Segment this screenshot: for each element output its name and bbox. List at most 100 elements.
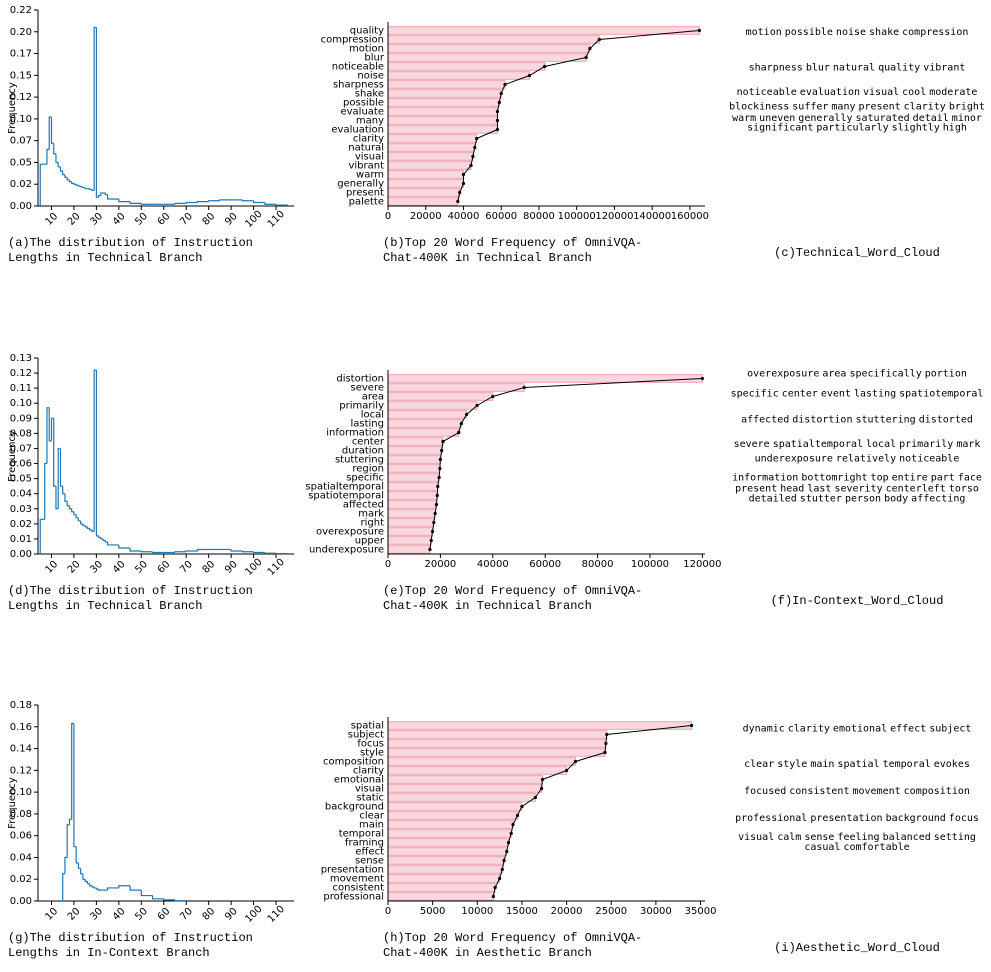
cloud-word: torso	[949, 484, 979, 495]
y-tick-label: 0.07	[10, 443, 32, 454]
cloud-word: primarily	[899, 439, 953, 450]
histogram-step	[91, 529, 95, 532]
cloud-word: presentation	[810, 813, 882, 824]
category-label: generally	[337, 179, 384, 190]
cloud-word: movement	[852, 786, 900, 797]
category-label: consistent	[333, 883, 385, 894]
cloud-word: entire	[892, 472, 928, 483]
bar-end-dot	[584, 55, 588, 60]
category-label: natural	[348, 143, 384, 154]
histogram-step	[57, 447, 61, 509]
bar	[387, 482, 439, 491]
category-label: warm	[356, 170, 384, 181]
histogram-step	[129, 547, 142, 552]
cloud-word: noticeable	[737, 87, 797, 98]
bar	[387, 811, 518, 820]
x-tick-label: 120000	[683, 559, 721, 570]
bar	[387, 473, 440, 482]
x-tick-label: 90	[223, 559, 240, 576]
bar	[387, 775, 543, 784]
cloud-word: spatial	[837, 759, 879, 770]
category-label: composition	[323, 757, 384, 768]
histogram-step	[62, 486, 65, 495]
cloud-word: distortion	[792, 415, 852, 426]
cloud-word: dynamic	[743, 724, 785, 735]
bar	[387, 455, 441, 464]
histogram-step	[77, 185, 81, 187]
histogram-step	[89, 188, 92, 191]
histogram-step	[68, 818, 72, 825]
bar	[387, 491, 438, 500]
category-label: visual	[355, 784, 384, 795]
bar-end-dot	[438, 466, 442, 471]
bar	[387, 53, 587, 62]
bar	[387, 107, 498, 116]
bar	[387, 428, 460, 437]
histogram-step	[44, 462, 47, 520]
cloud-word: temporal	[883, 759, 931, 770]
bar	[387, 143, 476, 152]
cloud-word: body	[884, 493, 908, 504]
histogram-step	[95, 370, 99, 537]
cloud-word: suffer	[792, 102, 828, 113]
histogram-step	[107, 887, 119, 891]
category-label: information	[326, 428, 384, 439]
cloud-word: casual	[804, 842, 840, 853]
bar	[387, 820, 514, 829]
category-label: blur	[364, 53, 384, 64]
bar	[387, 44, 591, 53]
caption: (d)The distribution of Instruction Lengt…	[8, 584, 253, 613]
cloud-word: present	[735, 484, 777, 495]
bar-end-dot	[475, 136, 479, 141]
histogram-step	[107, 194, 119, 200]
x-tick-label: 140000	[633, 211, 671, 222]
y-axis-label: Frequency	[7, 430, 18, 482]
y-tick-label: 0.08	[10, 428, 32, 439]
bar-end-dot	[437, 475, 441, 480]
x-tick-label: 30	[88, 559, 105, 576]
histogram-step	[151, 551, 164, 554]
cloud-word: affected	[741, 415, 789, 426]
histogram-step	[129, 885, 142, 891]
category-label: static	[357, 793, 384, 804]
bar-end-dot	[503, 82, 507, 87]
bar	[387, 116, 498, 125]
bar	[387, 865, 503, 874]
cloud-word: severity	[834, 484, 882, 495]
histogram-step	[64, 856, 68, 874]
y-tick-label: 0.08	[10, 809, 32, 820]
histogram-step	[73, 723, 77, 848]
histogram-step	[75, 184, 79, 186]
x-tick-label: 80000	[582, 559, 614, 570]
cloud-word: subject	[929, 724, 971, 735]
histogram-step	[91, 189, 95, 191]
cloud-word: overexposure	[747, 369, 819, 380]
cloud-word: sense	[804, 832, 834, 843]
category-label: stuttering	[335, 455, 384, 466]
cloud-word: cool	[902, 87, 926, 98]
histogram-step	[118, 199, 131, 203]
caption: (g)The distribution of Instruction Lengt…	[8, 931, 253, 960]
cloud-word: visual	[738, 832, 774, 843]
x-tick-label: 100	[243, 209, 264, 230]
cloud-word: bright	[949, 102, 985, 113]
bar	[387, 500, 437, 509]
cloud-word: blockiness	[729, 102, 789, 113]
histogram-step	[66, 177, 70, 181]
histogram-step	[93, 886, 97, 889]
histogram-step	[100, 537, 104, 540]
bar	[387, 856, 505, 865]
bar-end-dot	[458, 190, 462, 195]
histogram-step	[55, 153, 59, 164]
x-tick-label: 0	[385, 906, 391, 917]
bar	[387, 847, 508, 856]
cloud-word: calm	[777, 832, 801, 843]
bar-end-dot	[515, 813, 520, 818]
category-label: motion	[349, 44, 384, 55]
category-label: presentation	[321, 865, 384, 876]
histogram-step	[95, 27, 99, 198]
caption: (i)Aesthetic_Word_Cloud	[774, 941, 940, 955]
category-label: noise	[357, 71, 384, 82]
bar-end-dot	[471, 154, 475, 159]
